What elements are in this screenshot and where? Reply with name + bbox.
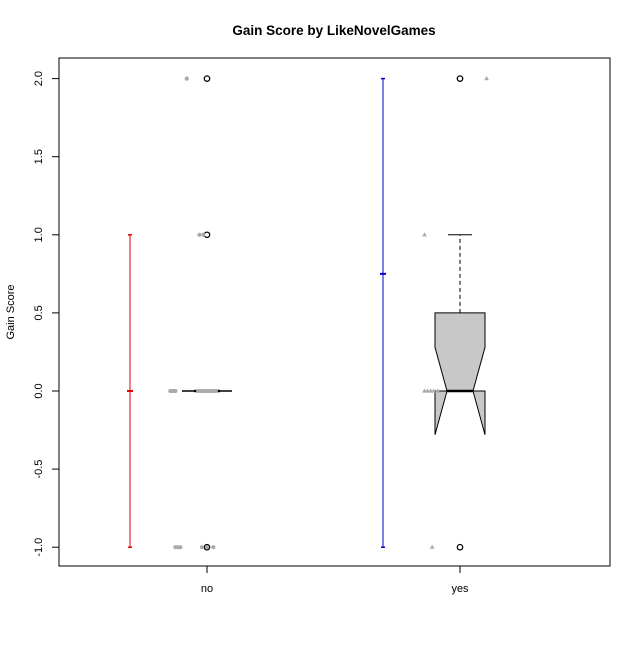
jitter-point — [201, 232, 206, 237]
axes-layer: -1.0 -0.5 0.0 0.5 1.0 1.5 2.0 no yes — [33, 71, 469, 595]
jitter-point — [184, 76, 189, 81]
outlier-point — [203, 543, 211, 551]
jitter-point — [428, 388, 434, 393]
jitter-point — [422, 388, 427, 393]
box-upper-yes — [434, 312, 486, 392]
jitter-point — [199, 545, 205, 550]
jitter-point — [425, 388, 431, 393]
jitter-point — [211, 545, 216, 550]
outlier-point — [456, 543, 464, 551]
y-tick-label: -1.0 — [33, 538, 45, 557]
jitter-point — [429, 544, 435, 549]
jitter-point — [484, 76, 489, 81]
jitter-point — [213, 388, 218, 394]
y-tick-label: 0.0 — [33, 383, 45, 398]
jitter-point — [173, 388, 178, 394]
x-tick-label: yes — [451, 583, 469, 595]
points-layer — [168, 76, 489, 550]
y-tick-label: 0.5 — [33, 305, 45, 320]
y-tick-label: 1.5 — [33, 149, 45, 164]
y-tick-label: 1.0 — [33, 227, 45, 242]
box-lower-yes — [434, 390, 486, 435]
y-tick-label: -0.5 — [33, 460, 45, 479]
jitter-point — [431, 388, 437, 393]
jitter-point — [178, 545, 183, 550]
mean-ci-layer — [127, 77, 386, 548]
chart-title: Gain Score by LikeNovelGames — [232, 23, 435, 38]
jitter-point — [197, 232, 202, 237]
jitter-point — [435, 388, 441, 393]
plot-frame — [58, 57, 611, 567]
outlier-point — [203, 75, 211, 82]
jitter-point — [422, 232, 427, 237]
y-axis-label: Gain Score — [5, 284, 17, 339]
boxes-layer — [182, 75, 486, 551]
y-tick-label: 2.0 — [33, 71, 45, 86]
jitter-point — [204, 545, 210, 550]
x-tick-label: no — [201, 583, 213, 595]
outlier-point — [456, 75, 464, 82]
